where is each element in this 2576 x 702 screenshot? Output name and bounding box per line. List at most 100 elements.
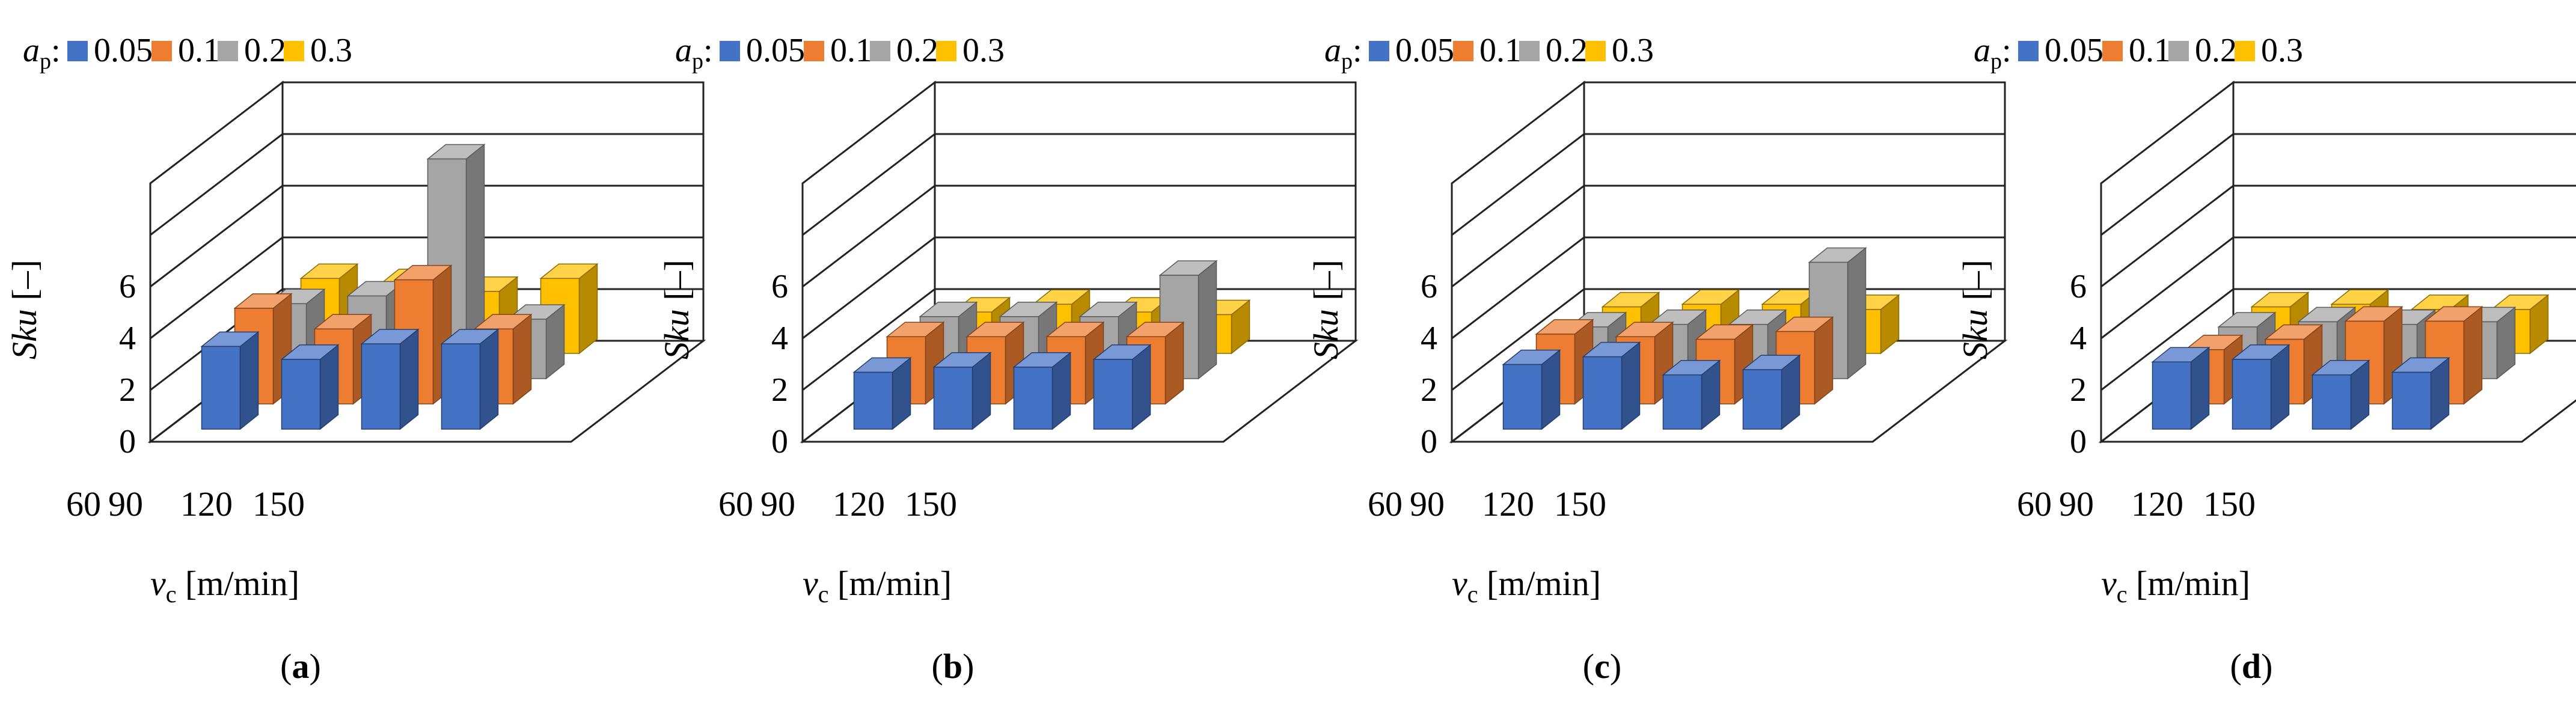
bar-side: [399, 328, 419, 430]
gridline: [802, 133, 1356, 236]
bar-front: [1582, 356, 1623, 430]
panel-label: (b): [932, 647, 974, 686]
bar-0.05-60: [2151, 346, 2210, 430]
bar-front: [1502, 364, 1543, 430]
x-tick-label: 120: [1482, 484, 1534, 523]
x-axis-unit-text: [m/min]: [2136, 564, 2250, 603]
y-axis-symbol: Sku: [657, 309, 696, 359]
panel-paren-close: ): [2261, 647, 2272, 686]
legend-symbol: a: [23, 32, 40, 69]
panel-paren-open: (: [2230, 647, 2242, 686]
bar-front: [1742, 369, 1782, 430]
bar-side: [1621, 341, 1641, 430]
bar-0.05-120: [360, 328, 420, 430]
legend-label-0.2: 0.2: [896, 32, 938, 69]
legend-swatch-0.1: [151, 41, 172, 61]
gridline: [1451, 236, 2005, 340]
bar-front: [853, 371, 893, 430]
panel-label: (d): [2230, 647, 2273, 686]
legend-swatch-0.2: [870, 41, 890, 61]
x-tick-label: 90: [760, 484, 795, 523]
bar-front: [1093, 359, 1133, 430]
x-axis-label: vc [m/min]: [1452, 564, 1601, 608]
x-axis-unit: [177, 564, 186, 603]
x-tick-label: 60: [1368, 484, 1403, 523]
bar-front: [2232, 359, 2272, 430]
x-tick-label: 150: [252, 484, 305, 523]
bar-front: [1013, 367, 1053, 430]
legend-swatch-0.3: [1585, 41, 1606, 61]
y-tick-label: 6: [1421, 268, 1437, 305]
legend-swatch-0.05: [720, 41, 740, 61]
x-tick-label: 90: [108, 484, 143, 523]
legend-colon: :: [2002, 32, 2012, 69]
legend: ap: 0.05 0.1 0.2 0.3: [23, 32, 352, 74]
x-axis-subscript: c: [166, 581, 177, 608]
y-tick-label: 0: [771, 423, 788, 460]
legend-label-0.1: 0.1: [178, 32, 220, 69]
gridline: [150, 133, 703, 236]
y-axis-unit: [–]: [1956, 260, 1995, 309]
legend: ap: 0.05 0.1 0.2 0.3: [675, 32, 1005, 74]
legend-label-0.2: 0.2: [1546, 32, 1588, 69]
x-axis-symbol: v: [803, 564, 818, 603]
bar-side: [1814, 316, 1834, 405]
bar-side: [2463, 305, 2483, 405]
legend-swatch-0.2: [1519, 41, 1540, 61]
gridline: [1451, 185, 2005, 288]
legend-label-0.3: 0.3: [962, 32, 1005, 69]
legend-label-0.3: 0.3: [310, 32, 352, 69]
bar-front: [281, 359, 321, 430]
legend-swatch-0.1: [1453, 41, 1473, 61]
legend-label-0.1: 0.1: [1479, 32, 1522, 69]
y-axis-symbol: Sku: [1956, 309, 1995, 359]
legend-swatch-0.05: [67, 41, 88, 61]
x-axis-subscript: c: [818, 581, 829, 608]
bar-0.05-120: [1012, 352, 1072, 430]
gridline: [802, 185, 1356, 288]
panel-paren-close: ): [310, 647, 321, 686]
legend: ap: 0.05 0.1 0.2 0.3: [1324, 32, 1654, 74]
bar-front: [1662, 374, 1703, 430]
bar-front: [201, 346, 241, 430]
bars: [200, 143, 599, 430]
x-axis-symbol: v: [1452, 564, 1467, 603]
bar-0.05-150: [1092, 344, 1152, 430]
x-axis-label: vc [m/min]: [803, 564, 952, 608]
panel-letter: b: [943, 647, 962, 686]
gridline: [2100, 288, 2576, 391]
bar-0.05-120: [1662, 359, 1721, 430]
bar-0.05-90: [2231, 344, 2290, 430]
x-tick-label: 60: [66, 484, 101, 523]
legend-swatch-0.3: [936, 41, 956, 61]
bar-0.05-150: [2391, 356, 2450, 430]
x-tick-label: 120: [2131, 484, 2183, 523]
legend-label-0.05: 0.05: [746, 32, 805, 69]
bar-side: [578, 263, 598, 355]
bar-0.05-150: [1742, 354, 1801, 430]
bar-0.05-60: [1502, 349, 1561, 430]
bars: [852, 260, 1251, 430]
legend-label-0.1: 0.1: [830, 32, 872, 69]
x-axis-label: vc [m/min]: [2101, 564, 2250, 608]
legend-title: ap:: [23, 32, 61, 74]
bar-side: [239, 331, 259, 430]
x-axis-subscript: c: [2117, 581, 2128, 608]
bar-front: [2152, 361, 2192, 430]
legend-subscript: p: [1341, 49, 1353, 74]
bar-0.05-150: [440, 328, 500, 430]
bar-0.05-90: [280, 344, 340, 430]
legend-colon: :: [703, 32, 713, 69]
x-tick-label: 90: [1410, 484, 1445, 523]
y-axis-symbol: Sku: [1306, 309, 1345, 359]
legend-colon: :: [1353, 32, 1362, 69]
x-tick-label: 120: [833, 484, 885, 523]
y-tick-label: 4: [771, 320, 788, 357]
x-axis-symbol: v: [2101, 564, 2117, 603]
legend-label-0.2: 0.2: [244, 32, 286, 69]
x-tick-label: 150: [1554, 484, 1606, 523]
